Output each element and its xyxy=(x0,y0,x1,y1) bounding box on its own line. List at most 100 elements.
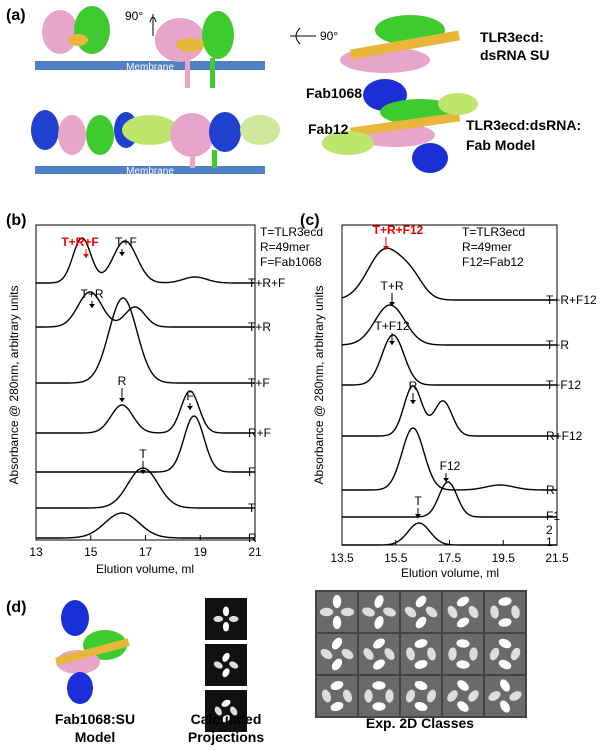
x-tick-label: 19.5 xyxy=(492,551,516,565)
density xyxy=(414,680,428,691)
trace xyxy=(342,522,557,546)
trace-label: R xyxy=(248,531,257,545)
arrow-head xyxy=(89,304,95,308)
density xyxy=(222,621,230,632)
density xyxy=(498,597,512,606)
arrow-head xyxy=(415,514,421,518)
structure-a xyxy=(31,6,478,174)
density xyxy=(385,689,394,703)
density xyxy=(456,617,470,628)
trace xyxy=(341,247,557,301)
density xyxy=(222,606,230,617)
trace-label: R+F12 xyxy=(546,429,583,443)
density xyxy=(456,660,470,669)
rotation-label: 90° xyxy=(320,29,338,43)
density xyxy=(498,659,512,670)
density xyxy=(498,638,512,649)
density xyxy=(331,658,343,671)
density xyxy=(228,615,239,623)
annotation: T+R+F12 xyxy=(373,223,424,237)
legend-text: R=49mer xyxy=(260,240,310,254)
density xyxy=(374,595,384,608)
trace xyxy=(342,427,557,491)
trace-label: T+R+F xyxy=(248,276,285,290)
panel-label: (c) xyxy=(300,212,320,229)
membrane-label: Membrane xyxy=(126,166,174,177)
membrane-label: Membrane xyxy=(126,62,174,73)
density xyxy=(374,616,384,629)
legend-text: F=Fab1068 xyxy=(260,255,322,269)
legend-text: F12=Fab12 xyxy=(462,255,524,269)
density xyxy=(230,706,238,716)
trace xyxy=(341,304,557,346)
density xyxy=(498,618,512,627)
density xyxy=(426,689,437,703)
density xyxy=(331,637,343,650)
density xyxy=(213,615,224,623)
projections xyxy=(205,598,247,732)
annotation: R xyxy=(409,379,418,393)
x-axis-label: Elution volume, ml xyxy=(96,562,194,576)
thumb xyxy=(205,644,247,686)
y-axis-label: Absorbance @ 280nm, arbitrary units xyxy=(7,286,21,485)
density xyxy=(511,605,520,619)
density xyxy=(320,648,333,660)
x-tick-label: 21.5 xyxy=(545,551,569,565)
density xyxy=(321,689,332,703)
x-tick-label: 17 xyxy=(139,545,153,559)
x-tick-label: 19 xyxy=(194,545,208,559)
trace-label: R+F xyxy=(248,426,271,440)
density xyxy=(489,647,500,661)
trace xyxy=(36,237,255,284)
trace-label: T+F12 xyxy=(546,378,581,392)
trace-label: F xyxy=(248,465,255,479)
annotation: T xyxy=(139,447,147,461)
density xyxy=(414,701,428,712)
trace xyxy=(36,291,255,328)
density xyxy=(447,690,458,702)
trace-label: 2 xyxy=(546,523,553,537)
caption: Projections xyxy=(188,729,264,745)
annotation: T+F12 xyxy=(374,319,409,333)
trace-label: T+F xyxy=(248,376,270,390)
trace xyxy=(36,467,255,509)
arrow-head xyxy=(389,341,395,345)
density xyxy=(330,701,344,712)
density xyxy=(364,689,373,703)
density xyxy=(414,639,428,648)
thumb xyxy=(205,598,247,640)
density xyxy=(340,607,355,617)
model-title: Fab Model xyxy=(466,137,535,153)
su-title: TLR3ecd: xyxy=(480,29,544,45)
annotation: T+R xyxy=(380,279,403,293)
x-tick-label: 13.5 xyxy=(330,551,354,565)
legend-text: T=TLR3ecd xyxy=(260,225,323,239)
density xyxy=(362,607,375,617)
annotation: T+F xyxy=(115,235,137,249)
trace xyxy=(342,385,557,437)
annotation: R xyxy=(118,374,127,388)
arrow-head xyxy=(410,400,416,404)
arrow-head xyxy=(187,406,193,410)
density xyxy=(488,691,501,701)
annotation: F12 xyxy=(440,459,461,473)
trace-label: T xyxy=(248,501,256,515)
density xyxy=(415,616,427,629)
density xyxy=(468,605,479,619)
trace-label: T+R xyxy=(248,320,271,334)
density xyxy=(332,594,342,609)
density xyxy=(222,668,230,678)
arrow-head xyxy=(119,398,125,402)
trace xyxy=(36,512,255,539)
annotation: T+R xyxy=(80,287,103,301)
arrow-head xyxy=(140,470,146,474)
density xyxy=(373,659,385,670)
density xyxy=(221,699,231,707)
density xyxy=(330,680,344,691)
density xyxy=(456,596,470,607)
trace-label: R xyxy=(546,483,555,497)
x-tick-label: 15 xyxy=(84,545,98,559)
panel-label: (a) xyxy=(6,7,26,24)
density xyxy=(406,647,415,661)
